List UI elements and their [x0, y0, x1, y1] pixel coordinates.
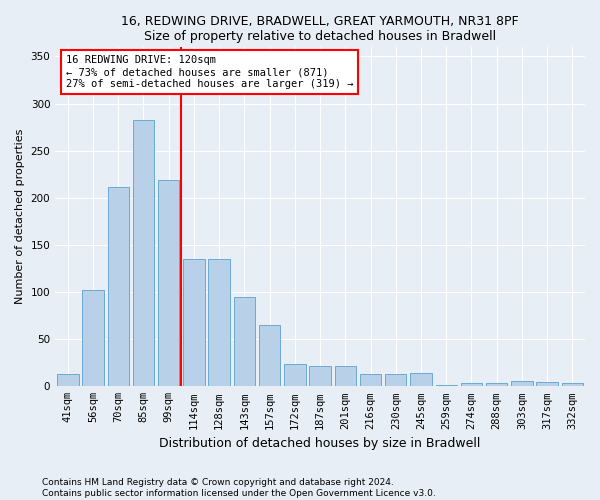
Bar	[461, 384, 482, 386]
Bar	[183, 259, 205, 386]
Bar	[385, 374, 406, 386]
Bar	[310, 366, 331, 386]
Bar	[486, 384, 508, 386]
Title: 16, REDWING DRIVE, BRADWELL, GREAT YARMOUTH, NR31 8PF
Size of property relative : 16, REDWING DRIVE, BRADWELL, GREAT YARMO…	[121, 15, 519, 43]
Bar	[335, 366, 356, 386]
Bar	[107, 188, 129, 386]
Bar	[410, 373, 432, 386]
X-axis label: Distribution of detached houses by size in Bradwell: Distribution of detached houses by size …	[160, 437, 481, 450]
Bar	[536, 382, 558, 386]
Bar	[562, 382, 583, 386]
Y-axis label: Number of detached properties: Number of detached properties	[15, 129, 25, 304]
Bar	[511, 380, 533, 386]
Text: 16 REDWING DRIVE: 120sqm
← 73% of detached houses are smaller (871)
27% of semi-: 16 REDWING DRIVE: 120sqm ← 73% of detach…	[66, 56, 353, 88]
Bar	[259, 325, 280, 386]
Bar	[158, 180, 179, 386]
Text: Contains HM Land Registry data © Crown copyright and database right 2024.
Contai: Contains HM Land Registry data © Crown c…	[42, 478, 436, 498]
Bar	[208, 259, 230, 386]
Bar	[233, 297, 255, 386]
Bar	[82, 290, 104, 386]
Bar	[284, 364, 305, 386]
Bar	[57, 374, 79, 386]
Bar	[133, 120, 154, 386]
Bar	[360, 374, 381, 386]
